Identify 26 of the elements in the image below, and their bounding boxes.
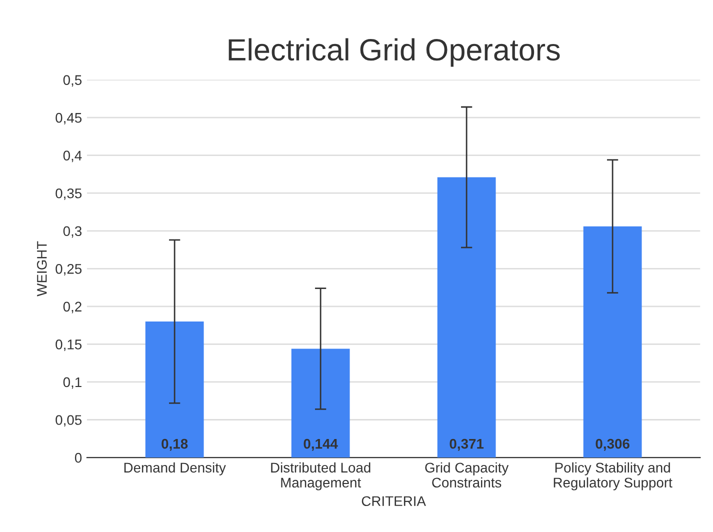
data-label: 0,371 [450, 438, 484, 451]
x-axis-title: CRITERIA [362, 496, 426, 506]
bar [291, 348, 350, 458]
y-tick-label: 0,25 [56, 264, 82, 276]
bar [145, 322, 204, 458]
x-tick-label: Demand Density [124, 462, 226, 476]
y-tick-label: 0,4 [63, 150, 82, 162]
x-tick-label: Grid Capacity Constraints [425, 462, 509, 488]
y-tick-label: 0,45 [56, 112, 82, 124]
chart-title: Electrical Grid Operators [228, 38, 560, 67]
y-tick-label: 0,35 [56, 188, 82, 200]
data-label: 0,18 [162, 438, 188, 451]
data-label: 0,144 [304, 438, 338, 451]
y-tick-label: 0,05 [56, 415, 82, 427]
y-tick-label: 0,5 [63, 75, 82, 87]
bar [583, 226, 642, 458]
y-tick-label: 0,3 [63, 226, 82, 238]
y-tick-label: 0,15 [56, 340, 82, 352]
x-tick-label: Policy Stability and Regulatory Support [554, 462, 672, 490]
data-label: 0,306 [596, 438, 630, 451]
y-tick-label: 0,1 [63, 377, 82, 389]
y-tick-label: 0 [74, 452, 82, 463]
y-tick-label: 0,2 [63, 302, 82, 314]
bar [437, 177, 496, 458]
y-axis-title: WEIGHT [36, 241, 47, 296]
x-tick-label: Distributed Load Management [271, 462, 370, 490]
